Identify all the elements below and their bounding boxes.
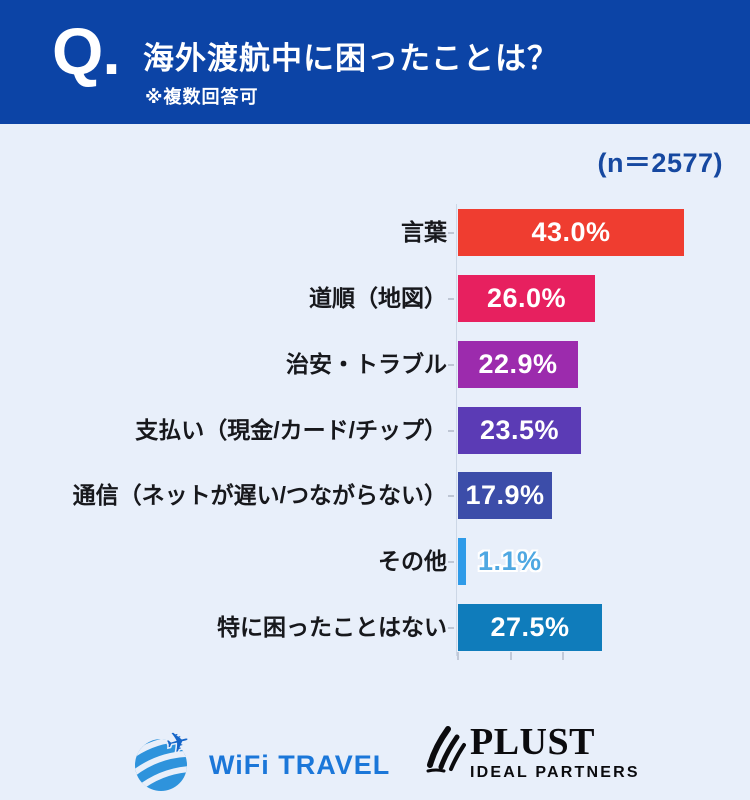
y-axis-tick bbox=[448, 297, 454, 300]
y-axis-tick bbox=[448, 231, 454, 234]
y-axis-tick bbox=[448, 626, 454, 629]
bar bbox=[458, 472, 552, 519]
bar bbox=[458, 604, 602, 651]
category-label: その他 bbox=[378, 548, 447, 574]
value-label: 1.1% bbox=[478, 546, 542, 576]
category-label: 特に困ったことはない bbox=[217, 614, 447, 640]
bar bbox=[458, 407, 581, 454]
x-axis-tick bbox=[562, 652, 564, 660]
chart-row: 言葉 43.0% bbox=[0, 209, 750, 256]
category-label: 支払い（現金/カード/チップ） bbox=[135, 417, 447, 443]
category-label: 治安・トラブル bbox=[286, 351, 447, 377]
y-axis-tick bbox=[448, 494, 454, 497]
y-axis-tick bbox=[448, 429, 454, 432]
question-title: 海外渡航中に困ったことは？ bbox=[143, 41, 559, 76]
x-axis-tick bbox=[457, 652, 459, 660]
footer-logos: ✈ WiFi TRAVEL PLUST IDEAL PARTNERS bbox=[0, 720, 750, 800]
chart-row: 通信（ネットが遅い/つながらない） 17.9% bbox=[0, 472, 750, 519]
category-label: 道順（地図） bbox=[309, 285, 447, 311]
chart-row: 特に困ったことはない 27.5% bbox=[0, 604, 750, 651]
value-label: 27.5% bbox=[490, 612, 570, 642]
wifi-travel-wordmark: WiFi TRAVEL bbox=[209, 750, 391, 780]
globe-circle bbox=[135, 739, 187, 791]
value-label: 17.9% bbox=[465, 480, 545, 510]
chart-row: その他 1.1% bbox=[0, 538, 750, 585]
bar bbox=[458, 341, 578, 388]
bar bbox=[458, 538, 466, 585]
bar bbox=[458, 275, 595, 322]
sample-size-label: (n＝2577) bbox=[597, 148, 723, 178]
value-label: 43.0% bbox=[531, 217, 611, 247]
q-mark: Q. bbox=[52, 14, 121, 88]
x-axis-tick bbox=[509, 652, 512, 660]
y-axis-tick bbox=[448, 560, 454, 563]
question-header: Q. 海外渡航中に困ったことは？ ※複数回答可 bbox=[0, 0, 750, 124]
chart-row: 治安・トラブル 22.9% bbox=[0, 341, 750, 388]
plust-subtitle: IDEAL PARTNERS bbox=[470, 764, 640, 781]
brush-strokes-icon bbox=[422, 723, 466, 780]
chart-row: 支払い（現金/カード/チップ） 23.5% bbox=[0, 407, 750, 454]
y-axis-tick bbox=[448, 363, 454, 366]
plust-wordmark: PLUST bbox=[470, 721, 595, 763]
value-label: 26.0% bbox=[486, 283, 567, 313]
value-label: 22.9% bbox=[478, 349, 558, 379]
bar bbox=[458, 209, 684, 256]
wifi-travel-logo: ✈ WiFi TRAVEL bbox=[127, 722, 391, 799]
category-label: 通信（ネットが遅い/つながらない） bbox=[72, 482, 447, 508]
plust-wordmark-stack: PLUST IDEAL PARTNERS bbox=[470, 723, 640, 782]
y-axis-line bbox=[456, 204, 457, 656]
value-label: 23.5% bbox=[479, 415, 560, 445]
chart-row: 道順（地図） 26.0% bbox=[0, 275, 750, 322]
multiple-answers-note: ※複数回答可 bbox=[145, 87, 259, 107]
category-label: 言葉 bbox=[401, 219, 447, 245]
globe-airplane-icon: ✈ bbox=[127, 722, 195, 799]
plust-logo: PLUST IDEAL PARTNERS bbox=[422, 723, 640, 782]
